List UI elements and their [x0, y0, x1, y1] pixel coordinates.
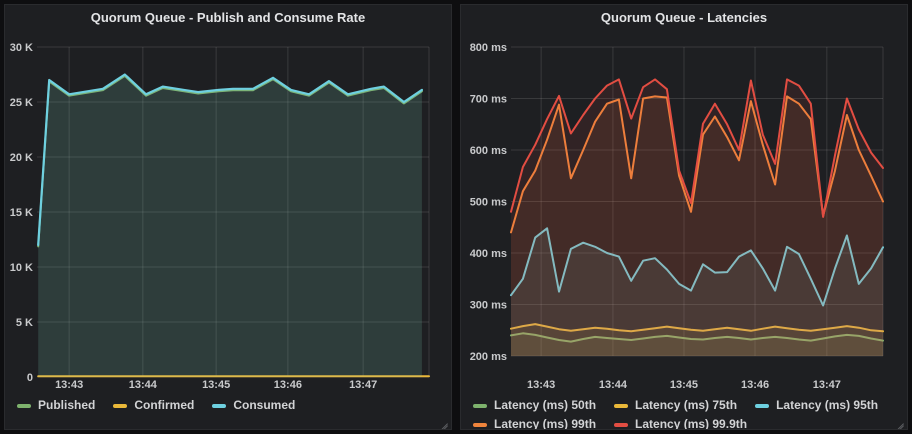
legend-item-latency-99-9th[interactable]: Latency (ms) 99.9th [614, 416, 748, 430]
legend-swatch-latency-50th [473, 403, 487, 408]
y-axis-tick-label: 30 K [10, 42, 33, 54]
series-area-latency-99-9th [511, 79, 883, 357]
x-axis-tick-label: 13:46 [274, 379, 302, 391]
y-axis-tick-label: 500 ms [470, 197, 507, 209]
legend-label: Consumed [233, 398, 296, 412]
legend-item-published[interactable]: Published [17, 397, 95, 414]
y-axis-tick-label: 20 K [10, 152, 33, 164]
panel-latencies: Quorum Queue - Latencies 800 ms 700 ms 600… [460, 4, 908, 430]
legend-item-latency-99th[interactable]: Latency (ms) 99th [473, 416, 597, 430]
legend-swatch-consumed [212, 403, 227, 408]
latencies-chart[interactable]: 800 ms 700 ms 600 ms 500 ms 400 ms 300 ms 200 … [461, 31, 907, 393]
legend-label: Published [38, 398, 96, 412]
y-axis-tick-label: 400 ms [470, 248, 507, 260]
legend-item-latency-75th[interactable]: Latency (ms) 75th [614, 397, 737, 414]
y-axis-tick-label: 25 K [10, 97, 33, 109]
y-axis-tick-label: 15 K [10, 207, 33, 219]
x-axis-tick-label: 13:43 [55, 379, 83, 391]
panel-title-latencies[interactable]: Quorum Queue - Latencies [600, 10, 768, 25]
series-area-consumed [38, 74, 422, 377]
x-axis-tick-label: 13:47 [349, 379, 377, 391]
panel-resize-handle[interactable] [439, 417, 449, 427]
legend-swatch-latency-75th [614, 403, 629, 408]
x-axis-tick-label: 13:45 [202, 379, 230, 391]
y-axis-tick-label: 200 ms [470, 351, 507, 363]
x-axis-tick-label: 13:47 [813, 379, 841, 391]
legend-item-latency-95th[interactable]: Latency (ms) 95th [755, 397, 878, 414]
legend-swatch-latency-99-9th [614, 422, 629, 427]
panel-title-publish-consume-rate[interactable]: Quorum Queue - Publish and Consume Rate [90, 10, 366, 25]
y-axis-tick-label: 5 K [16, 317, 33, 329]
panel-resize-handle[interactable] [895, 417, 905, 427]
series-line-latency-99-9th [510, 78, 884, 218]
y-axis-tick-label: 300 ms [470, 300, 507, 312]
legend-swatch-latency-95th [755, 403, 770, 408]
legend-row: Latency (ms) 50th Latency (ms) 75th Latenc… [473, 397, 907, 414]
y-axis-tick-label: 10 K [10, 262, 33, 274]
legend-label: Latency (ms) 95th [776, 398, 879, 412]
x-axis-tick-label: 13:43 [527, 379, 555, 391]
x-axis-tick-label: 13:45 [670, 379, 698, 391]
series-area-latency-95th [511, 228, 883, 356]
series-line-latency-75th [510, 323, 884, 333]
legend-row: Published Confirmed Consumed [17, 397, 451, 414]
series-area-latency-75th [511, 324, 883, 356]
legend-swatch-published [17, 403, 31, 408]
legend-item-latency-50th[interactable]: Latency (ms) 50th [473, 397, 596, 414]
x-axis-tick-label: 13:44 [129, 379, 158, 391]
series-area-published [38, 75, 422, 378]
legend-label: Latency (ms) 50th [494, 398, 597, 412]
legend-item-consumed[interactable]: Consumed [212, 397, 295, 414]
y-axis-tick-label: 0 [27, 372, 33, 384]
x-axis-tick-label: 13:46 [741, 379, 769, 391]
series-line-latency-50th [510, 332, 884, 343]
legend-latencies: Latency (ms) 50th Latency (ms) 75th Latenc… [461, 393, 907, 430]
legend-label: Latency (ms) 75th [635, 398, 738, 412]
publish-consume-rate-chart[interactable]: 30 K 25 K 20 K 15 K 10 K 5 K 0 13:43 13:44 13:45 1… [5, 31, 451, 393]
legend-label: Latency (ms) 99th [494, 417, 597, 430]
legend-item-confirmed[interactable]: Confirmed [113, 397, 194, 414]
series-line-consumed [37, 73, 423, 247]
y-axis-tick-label: 600 ms [470, 145, 507, 157]
legend-swatch-latency-99th [473, 422, 487, 427]
panel-publish-consume-rate: Quorum Queue - Publish and Consume Rate … [4, 4, 452, 430]
legend-row: Latency (ms) 99th Latency (ms) 99.9th [473, 416, 907, 430]
series-line-published [37, 74, 423, 248]
y-axis-tick-label: 700 ms [470, 94, 507, 106]
y-axis-tick-label: 800 ms [470, 42, 507, 54]
legend-label: Confirmed [134, 398, 195, 412]
series-line-latency-95th [510, 227, 884, 307]
series-area-latency-99th [511, 96, 883, 357]
legend-label: Latency (ms) 99.9th [635, 417, 748, 430]
legend-swatch-confirmed [113, 403, 128, 408]
legend-publish-consume-rate: Published Confirmed Consumed [5, 393, 451, 414]
x-axis-tick-label: 13:44 [599, 379, 628, 391]
